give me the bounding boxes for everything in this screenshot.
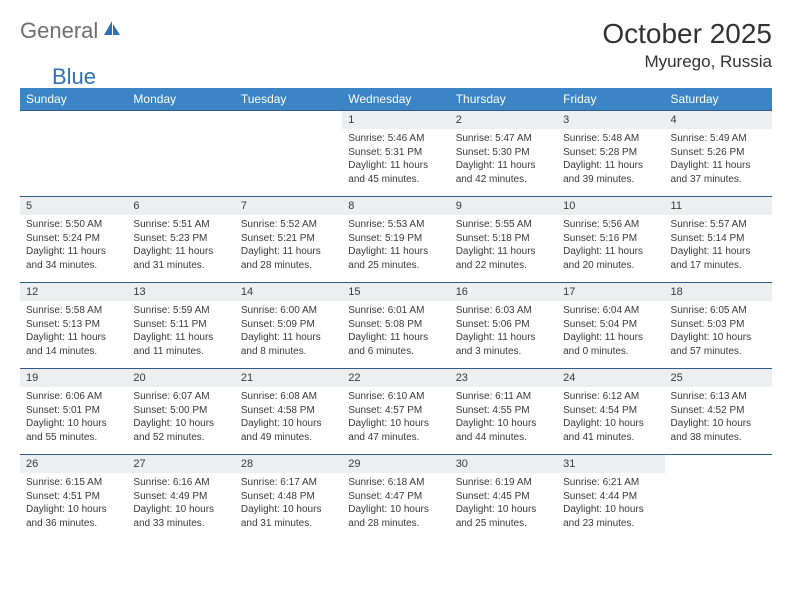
day-info-cell: Sunrise: 5:52 AMSunset: 5:21 PMDaylight:… — [235, 215, 342, 283]
day-info-cell: Sunrise: 6:04 AMSunset: 5:04 PMDaylight:… — [557, 301, 664, 369]
day-number-cell: 22 — [342, 369, 449, 388]
day-number-cell: 24 — [557, 369, 664, 388]
day-header: Friday — [557, 88, 664, 111]
day-number-cell: 28 — [235, 455, 342, 474]
day-number-cell: 18 — [665, 283, 772, 302]
day-info-cell: Sunrise: 6:08 AMSunset: 4:58 PMDaylight:… — [235, 387, 342, 455]
day-number-cell: 19 — [20, 369, 127, 388]
day-info-cell: Sunrise: 6:03 AMSunset: 5:06 PMDaylight:… — [450, 301, 557, 369]
logo: General — [20, 18, 124, 44]
day-info-cell: Sunrise: 6:06 AMSunset: 5:01 PMDaylight:… — [20, 387, 127, 455]
day-info-cell: Sunrise: 6:00 AMSunset: 5:09 PMDaylight:… — [235, 301, 342, 369]
month-title: October 2025 — [602, 18, 772, 50]
day-number-cell: 30 — [450, 455, 557, 474]
day-number-cell: 23 — [450, 369, 557, 388]
day-info-cell: Sunrise: 5:55 AMSunset: 5:18 PMDaylight:… — [450, 215, 557, 283]
daynum-row: 12131415161718 — [20, 283, 772, 302]
day-info-cell — [127, 129, 234, 197]
day-number-cell — [235, 111, 342, 130]
day-info-cell: Sunrise: 6:19 AMSunset: 4:45 PMDaylight:… — [450, 473, 557, 540]
info-row: Sunrise: 5:50 AMSunset: 5:24 PMDaylight:… — [20, 215, 772, 283]
day-info-cell: Sunrise: 5:58 AMSunset: 5:13 PMDaylight:… — [20, 301, 127, 369]
logo-text-general: General — [20, 18, 98, 44]
daynum-row: 19202122232425 — [20, 369, 772, 388]
title-block: October 2025 Myurego, Russia — [602, 18, 772, 72]
day-info-cell — [235, 129, 342, 197]
day-info-cell: Sunrise: 5:50 AMSunset: 5:24 PMDaylight:… — [20, 215, 127, 283]
day-number-cell: 9 — [450, 197, 557, 216]
day-number-cell: 17 — [557, 283, 664, 302]
daynum-row: 567891011 — [20, 197, 772, 216]
day-number-cell: 11 — [665, 197, 772, 216]
day-number-cell: 27 — [127, 455, 234, 474]
day-header: Sunday — [20, 88, 127, 111]
info-row: Sunrise: 5:46 AMSunset: 5:31 PMDaylight:… — [20, 129, 772, 197]
daynum-row: 1234 — [20, 111, 772, 130]
info-row: Sunrise: 6:15 AMSunset: 4:51 PMDaylight:… — [20, 473, 772, 540]
day-number-cell: 16 — [450, 283, 557, 302]
day-info-cell: Sunrise: 5:53 AMSunset: 5:19 PMDaylight:… — [342, 215, 449, 283]
day-number-cell: 14 — [235, 283, 342, 302]
day-number-cell: 4 — [665, 111, 772, 130]
day-info-cell: Sunrise: 6:07 AMSunset: 5:00 PMDaylight:… — [127, 387, 234, 455]
day-info-cell — [20, 129, 127, 197]
day-info-cell: Sunrise: 6:17 AMSunset: 4:48 PMDaylight:… — [235, 473, 342, 540]
day-info-cell: Sunrise: 6:21 AMSunset: 4:44 PMDaylight:… — [557, 473, 664, 540]
day-info-cell: Sunrise: 6:13 AMSunset: 4:52 PMDaylight:… — [665, 387, 772, 455]
day-info-cell: Sunrise: 5:57 AMSunset: 5:14 PMDaylight:… — [665, 215, 772, 283]
day-header: Thursday — [450, 88, 557, 111]
day-number-cell: 6 — [127, 197, 234, 216]
day-number-cell: 26 — [20, 455, 127, 474]
day-info-cell: Sunrise: 6:01 AMSunset: 5:08 PMDaylight:… — [342, 301, 449, 369]
header: General October 2025 Myurego, Russia — [20, 18, 772, 72]
day-header: Wednesday — [342, 88, 449, 111]
day-info-cell: Sunrise: 5:49 AMSunset: 5:26 PMDaylight:… — [665, 129, 772, 197]
day-info-cell: Sunrise: 5:46 AMSunset: 5:31 PMDaylight:… — [342, 129, 449, 197]
day-number-cell: 7 — [235, 197, 342, 216]
day-number-cell: 31 — [557, 455, 664, 474]
day-number-cell — [665, 455, 772, 474]
calendar: SundayMondayTuesdayWednesdayThursdayFrid… — [20, 88, 772, 540]
day-number-cell: 15 — [342, 283, 449, 302]
day-info-cell: Sunrise: 6:15 AMSunset: 4:51 PMDaylight:… — [20, 473, 127, 540]
day-header: Monday — [127, 88, 234, 111]
day-number-cell: 12 — [20, 283, 127, 302]
day-number-cell: 20 — [127, 369, 234, 388]
day-info-cell: Sunrise: 6:12 AMSunset: 4:54 PMDaylight:… — [557, 387, 664, 455]
day-number-cell: 13 — [127, 283, 234, 302]
day-info-cell: Sunrise: 5:47 AMSunset: 5:30 PMDaylight:… — [450, 129, 557, 197]
day-info-cell: Sunrise: 5:51 AMSunset: 5:23 PMDaylight:… — [127, 215, 234, 283]
day-info-cell: Sunrise: 6:05 AMSunset: 5:03 PMDaylight:… — [665, 301, 772, 369]
day-number-cell: 1 — [342, 111, 449, 130]
day-info-cell: Sunrise: 6:10 AMSunset: 4:57 PMDaylight:… — [342, 387, 449, 455]
day-number-cell: 21 — [235, 369, 342, 388]
day-number-cell: 10 — [557, 197, 664, 216]
day-number-cell: 2 — [450, 111, 557, 130]
day-info-cell: Sunrise: 5:48 AMSunset: 5:28 PMDaylight:… — [557, 129, 664, 197]
day-info-cell: Sunrise: 6:16 AMSunset: 4:49 PMDaylight:… — [127, 473, 234, 540]
daynum-row: 262728293031 — [20, 455, 772, 474]
day-number-cell: 8 — [342, 197, 449, 216]
day-info-cell: Sunrise: 5:59 AMSunset: 5:11 PMDaylight:… — [127, 301, 234, 369]
day-info-cell: Sunrise: 6:18 AMSunset: 4:47 PMDaylight:… — [342, 473, 449, 540]
day-number-cell: 29 — [342, 455, 449, 474]
info-row: Sunrise: 6:06 AMSunset: 5:01 PMDaylight:… — [20, 387, 772, 455]
day-number-cell: 25 — [665, 369, 772, 388]
day-number-cell: 5 — [20, 197, 127, 216]
day-header-row: SundayMondayTuesdayWednesdayThursdayFrid… — [20, 88, 772, 111]
day-info-cell — [665, 473, 772, 540]
day-number-cell — [127, 111, 234, 130]
day-number-cell — [20, 111, 127, 130]
info-row: Sunrise: 5:58 AMSunset: 5:13 PMDaylight:… — [20, 301, 772, 369]
logo-text-blue: Blue — [52, 64, 96, 90]
logo-sail-icon — [102, 19, 122, 44]
location: Myurego, Russia — [602, 52, 772, 72]
day-number-cell: 3 — [557, 111, 664, 130]
day-info-cell: Sunrise: 6:11 AMSunset: 4:55 PMDaylight:… — [450, 387, 557, 455]
day-info-cell: Sunrise: 5:56 AMSunset: 5:16 PMDaylight:… — [557, 215, 664, 283]
day-header: Saturday — [665, 88, 772, 111]
day-header: Tuesday — [235, 88, 342, 111]
